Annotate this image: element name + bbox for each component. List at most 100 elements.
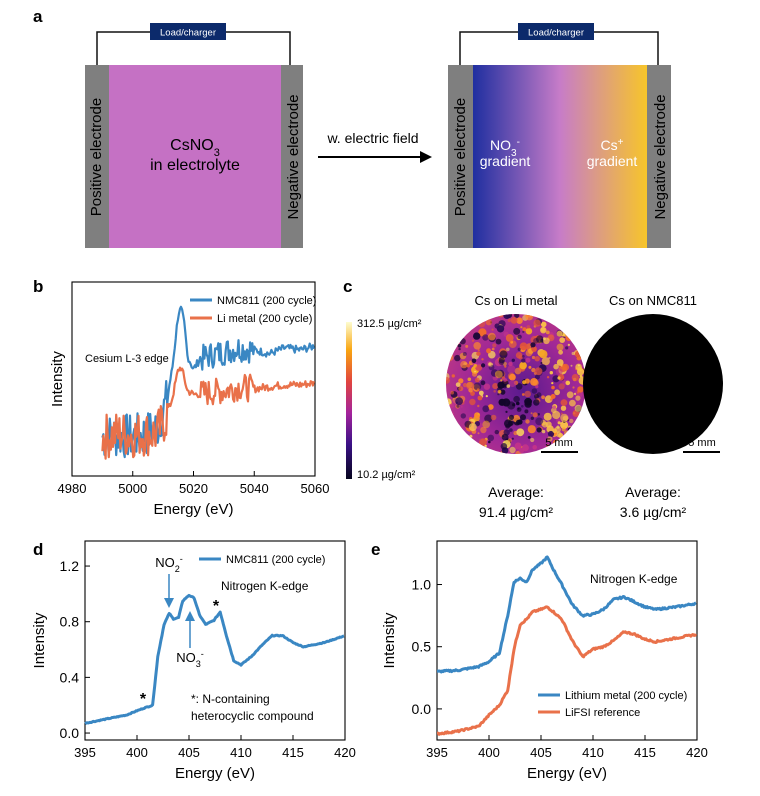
- heat-speck: [569, 399, 576, 407]
- heat-speck: [459, 338, 466, 345]
- no3-gradient-label: gradient: [480, 153, 531, 169]
- series-line-1: [84, 593, 345, 725]
- heat-speck: [469, 434, 473, 438]
- heat-speck: [517, 334, 522, 339]
- heat-speck: [509, 428, 513, 432]
- heat-speck: [477, 432, 480, 435]
- cs-gradient-label: gradient: [587, 153, 638, 169]
- heat-speck: [559, 337, 566, 343]
- positive-electrode: [85, 65, 109, 248]
- heat-speck: [482, 405, 490, 413]
- heat-speck: [492, 383, 499, 390]
- heat-speck: [474, 412, 481, 419]
- heat-speck: [526, 325, 531, 329]
- heat-speck: [455, 397, 463, 406]
- legend-entry-1: NMC811 (200 cycle): [226, 554, 325, 566]
- heat-speck: [546, 376, 550, 379]
- heat-speck: [507, 318, 511, 323]
- heat-speck: [571, 374, 579, 382]
- heat-speck: [541, 421, 548, 428]
- no2-arrow-head: [164, 598, 174, 608]
- heat-speck: [498, 359, 505, 365]
- wire-left-2: [459, 31, 518, 65]
- cell-after: Load/charger Positive electrode Negative…: [448, 23, 671, 248]
- heat-speck: [471, 358, 477, 364]
- heat-speck: [539, 350, 548, 359]
- heat-speck: [468, 387, 473, 393]
- heat-speck: [499, 350, 508, 359]
- y-tick-label: 0.5: [412, 639, 432, 655]
- heat-speck: [516, 401, 520, 406]
- heat-speck: [569, 418, 574, 424]
- heat-speck: [535, 385, 539, 389]
- heat-speck: [450, 411, 455, 416]
- heat-speck: [476, 388, 480, 392]
- heat-speck: [495, 338, 502, 345]
- heat-speck: [519, 342, 528, 351]
- heat-speck: [560, 399, 568, 406]
- heat-speck: [481, 358, 484, 361]
- heat-speck: [530, 412, 533, 415]
- no3-label: NO3-: [490, 137, 520, 159]
- heat-speck: [477, 395, 483, 401]
- scalebar-li-label: 5 mm: [545, 437, 573, 449]
- heat-speck: [513, 327, 521, 335]
- colorbar-max-label: 312.5 µg/cm²: [357, 318, 422, 330]
- heat-speck: [530, 314, 534, 316]
- heat-speck: [534, 394, 539, 399]
- heat-speck: [515, 383, 523, 390]
- heat-speck: [458, 347, 461, 351]
- heat-speck: [536, 427, 542, 433]
- x-tick-label: 4980: [58, 481, 87, 496]
- series-line-2: [101, 366, 315, 460]
- negative-electrode-label-2: Negative electrode: [652, 94, 669, 219]
- heat-speck: [528, 365, 532, 369]
- heat-speck: [552, 405, 557, 410]
- star-marker-1: *: [213, 598, 220, 615]
- heat-speck: [543, 337, 546, 341]
- heat-speck: [517, 347, 521, 351]
- heat-speck: [493, 390, 497, 393]
- plot-frame: [84, 540, 346, 741]
- heat-speck: [478, 390, 484, 396]
- heat-speck: [557, 421, 561, 425]
- heat-speck: [521, 405, 524, 408]
- heat-speck: [449, 403, 455, 409]
- x-tick-label: 415: [634, 745, 656, 760]
- heat-speck: [506, 384, 511, 388]
- heat-speck: [536, 335, 544, 344]
- y-tick-label: 0.0: [60, 725, 80, 741]
- heat-speck: [471, 339, 475, 342]
- heat-speck: [540, 327, 546, 332]
- legend-entry-2: Li metal (200 cycle): [217, 313, 312, 325]
- heat-speck: [570, 364, 573, 367]
- heat-speck: [446, 376, 450, 384]
- x-tick-label: 5020: [179, 481, 208, 496]
- heat-speck: [521, 444, 529, 452]
- heat-speck: [552, 410, 561, 420]
- electrolyte: [109, 65, 281, 248]
- heat-speck: [575, 395, 581, 401]
- heat-speck: [460, 360, 468, 369]
- heat-speck: [509, 446, 516, 454]
- heat-speck: [494, 370, 503, 379]
- heat-speck: [510, 317, 518, 324]
- heat-speck: [458, 386, 464, 392]
- heat-speck: [512, 403, 516, 407]
- heat-speck: [558, 349, 563, 355]
- heat-speck: [455, 382, 461, 387]
- heat-speck: [478, 320, 486, 328]
- heat-speck: [551, 382, 554, 385]
- panel-letter-c: c: [343, 277, 352, 296]
- heat-speck: [508, 414, 515, 420]
- heat-speck: [549, 398, 553, 401]
- panel-a: a Load/charger Positive electrode Negati…: [33, 7, 671, 248]
- heat-speck: [447, 358, 451, 362]
- heat-speck: [561, 427, 566, 432]
- heat-speck: [446, 369, 448, 372]
- heat-speck: [509, 373, 516, 381]
- average-value-nmc: 3.6 µg/cm²: [620, 504, 687, 520]
- heat-speck: [577, 386, 584, 393]
- chart-e: 395 400 405 410 415 420 0.0 0.5 1.0 Energy (eV) In…: [381, 540, 708, 782]
